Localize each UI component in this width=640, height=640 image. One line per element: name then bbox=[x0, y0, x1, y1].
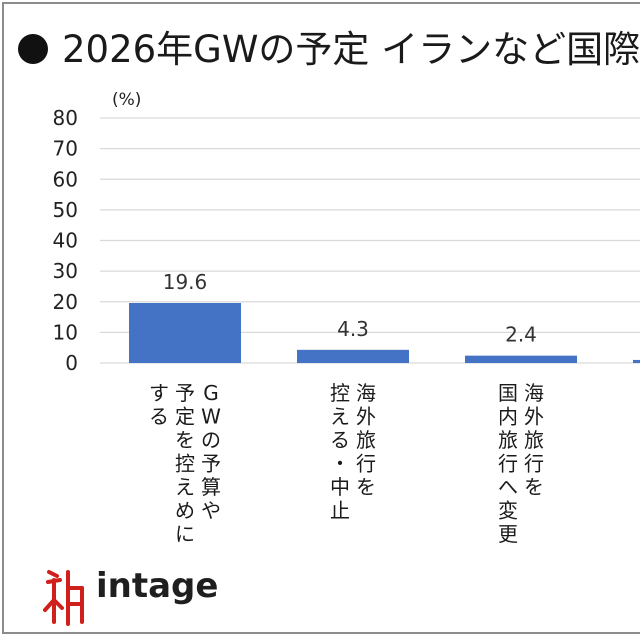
data-label: 2.4 bbox=[505, 323, 537, 347]
y-tick-label: 50 bbox=[53, 198, 78, 222]
x-category-label: 予定を控えめに bbox=[175, 381, 195, 546]
brand-name: intage bbox=[96, 566, 219, 606]
y-tick-label: 0 bbox=[65, 351, 78, 375]
bar bbox=[465, 355, 577, 363]
y-tick-label: 70 bbox=[53, 137, 78, 161]
chart-title-row: 2026年GWの予定 イランなど国際 bbox=[18, 22, 640, 78]
x-category-label: 海外旅行を bbox=[356, 381, 376, 499]
x-category-label: 控える・中止 bbox=[330, 381, 350, 523]
x-category-label: G W の予算や bbox=[201, 381, 221, 523]
y-axis-unit: (%) bbox=[112, 90, 142, 110]
y-tick-label: 20 bbox=[53, 290, 78, 314]
data-label: 19.6 bbox=[163, 270, 208, 294]
y-tick-label: 30 bbox=[53, 259, 78, 283]
y-tick-label: 10 bbox=[53, 320, 78, 344]
y-tick-label: 40 bbox=[53, 229, 78, 253]
y-tick-label: 60 bbox=[53, 167, 78, 191]
data-label: 4.3 bbox=[337, 317, 369, 341]
x-category-label: 海外旅行を bbox=[524, 381, 544, 499]
bar bbox=[129, 302, 241, 363]
intage-logo-icon bbox=[43, 570, 84, 626]
x-category-label: する bbox=[149, 381, 169, 429]
bar bbox=[633, 359, 640, 363]
chart-title: 2026年GWの予定 イランなど国際 bbox=[62, 28, 640, 71]
y-tick-label: 80 bbox=[53, 106, 78, 130]
x-category-label: 国内旅行へ変更 bbox=[498, 381, 518, 546]
bar bbox=[297, 349, 409, 363]
bullet-icon bbox=[18, 33, 48, 64]
